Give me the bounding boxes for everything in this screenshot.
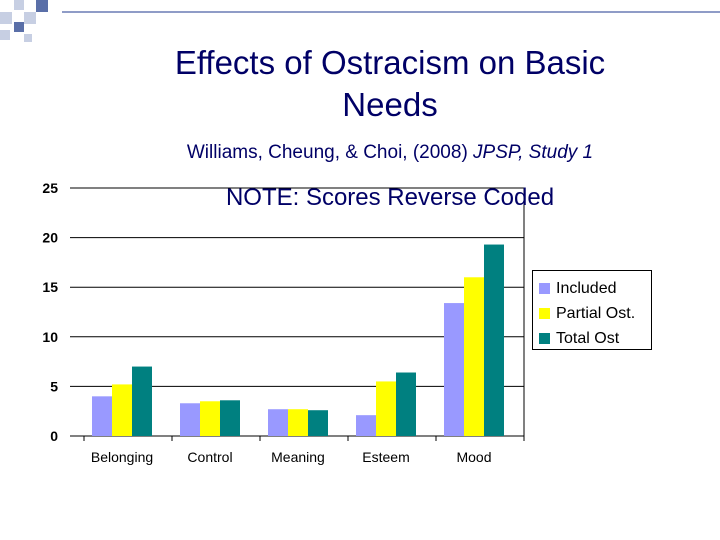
legend-item: Partial Ost.	[539, 301, 651, 326]
slide-subtitle: Williams, Cheung, & Choi, (2008) JPSP, S…	[110, 142, 670, 164]
decor-square	[14, 0, 24, 10]
y-tick-label: 15	[42, 279, 58, 295]
decor-square	[14, 22, 24, 32]
chart-legend: Included Partial Ost. Total Ost	[532, 270, 652, 350]
decor-bar	[62, 11, 720, 13]
decor-square	[0, 12, 12, 24]
y-tick-label: 10	[42, 329, 58, 345]
bar	[376, 381, 396, 436]
legend-swatch	[539, 333, 550, 344]
bar	[464, 277, 484, 436]
decor-square	[36, 0, 48, 12]
legend-label: Included	[556, 279, 617, 297]
bar	[356, 415, 376, 436]
y-tick-label: 5	[50, 378, 58, 394]
bar	[220, 400, 240, 436]
subtitle-journal: JPSP, Study 1	[473, 142, 594, 163]
bar	[308, 410, 328, 436]
chart-note: NOTE: Scores Reverse Coded	[225, 184, 555, 211]
bar	[112, 384, 132, 436]
bar	[200, 401, 220, 436]
y-tick-label: 20	[42, 230, 58, 246]
y-tick-label: 25	[42, 180, 58, 196]
x-tick-label: Esteem	[362, 449, 409, 465]
legend-item: Included	[539, 276, 651, 301]
subtitle-citation: Williams, Cheung, & Choi, (2008)	[186, 142, 474, 163]
slide-title: Effects of Ostracism on Basic Needs	[174, 44, 606, 123]
legend-label: Total Ost	[556, 329, 620, 347]
bar	[268, 409, 288, 436]
legend-item: Total Ost	[539, 326, 651, 351]
bar	[132, 366, 152, 436]
bar	[396, 372, 416, 436]
bar	[444, 303, 464, 436]
decor-square	[0, 30, 10, 40]
legend-swatch	[539, 308, 550, 319]
bar	[484, 244, 504, 436]
legend-label: Partial Ost.	[556, 304, 636, 322]
bar	[92, 396, 112, 436]
x-tick-label: Mood	[456, 449, 491, 465]
x-tick-label: Belonging	[91, 449, 153, 465]
decor-square	[24, 34, 32, 42]
decor-square	[24, 12, 36, 24]
y-tick-label: 0	[50, 428, 58, 444]
x-tick-label: Meaning	[271, 449, 325, 465]
bar	[180, 403, 200, 436]
bar	[288, 409, 308, 436]
legend-swatch	[539, 283, 550, 294]
x-tick-label: Control	[187, 449, 232, 465]
